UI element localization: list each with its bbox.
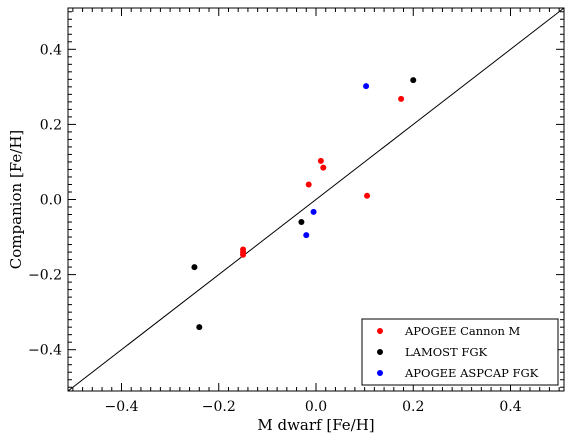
point-lamost-fgk — [196, 324, 203, 331]
one-to-one-line — [67, 7, 565, 392]
x-axis-title: M dwarf [Fe/H] — [257, 416, 374, 434]
x-tick-label: 0.0 — [305, 399, 327, 415]
point-apogee-cannon-m — [364, 192, 371, 199]
y-tick-label: 0.2 — [40, 117, 62, 133]
legend-box — [361, 318, 559, 386]
point-lamost-fgk — [191, 264, 198, 271]
point-lamost-fgk — [298, 219, 305, 226]
legend-label-apogee-cannon-m: APOGEE Cannon M — [404, 324, 521, 338]
x-tick-label: −0.4 — [104, 399, 138, 415]
x-tick-labels: −0.4 −0.2 0.0 0.2 0.4 — [104, 399, 521, 415]
legend: APOGEE Cannon M LAMOST FGK APOGEE ASPCAP… — [361, 318, 559, 386]
legend-marker-apogee-aspcap-fgk — [377, 370, 383, 376]
legend-marker-lamost-fgk — [377, 349, 383, 355]
y-tick-label: −0.4 — [28, 343, 62, 359]
y-axis-title: Companion [Fe/H] — [7, 130, 25, 270]
reference-line-layer — [67, 7, 565, 392]
point-apogee-cannon-m — [398, 95, 405, 102]
x-tick-label: −0.2 — [202, 399, 236, 415]
point-apogee-cannon-m — [320, 164, 327, 171]
y-tick-label: 0.0 — [40, 193, 62, 209]
point-apogee-cannon-m — [305, 181, 312, 188]
data-points — [191, 77, 417, 331]
point-apogee-cannon-m — [240, 251, 247, 258]
point-apogee-cannon-m — [317, 157, 324, 164]
y-tick-label: 0.4 — [40, 42, 62, 58]
point-apogee-aspcap-fgk — [303, 232, 310, 239]
x-tick-label: 0.4 — [499, 399, 521, 415]
y-tick-labels: −0.4 −0.2 0.0 0.2 0.4 — [28, 42, 62, 358]
legend-label-lamost-fgk: LAMOST FGK — [405, 345, 488, 359]
x-tick-label: 0.2 — [402, 399, 424, 415]
point-apogee-aspcap-fgk — [310, 208, 317, 215]
legend-label-apogee-aspcap-fgk: APOGEE ASPCAP FGK — [404, 366, 539, 380]
tick-marks — [68, 8, 564, 391]
point-lamost-fgk — [410, 77, 417, 84]
y-tick-label: −0.2 — [28, 268, 62, 284]
legend-marker-apogee-cannon-m — [377, 328, 383, 334]
point-apogee-aspcap-fgk — [363, 83, 370, 90]
